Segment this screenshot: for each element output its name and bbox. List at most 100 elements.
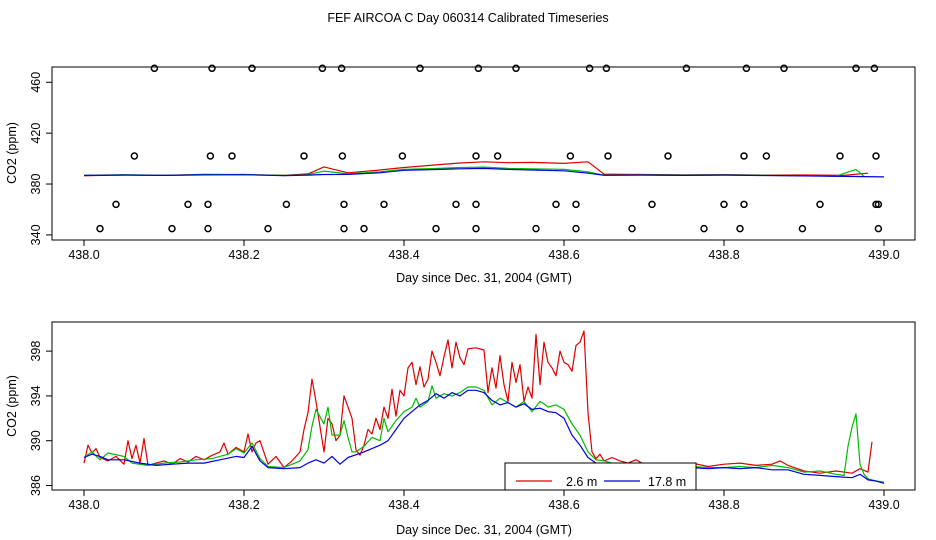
marker-point — [416, 64, 424, 73]
top-markers — [96, 64, 883, 233]
x-tick-label: 439.0 — [868, 498, 899, 512]
marker-point — [740, 152, 748, 160]
bottom-y-label: CO2 (ppm) — [5, 375, 19, 437]
marker-point — [585, 64, 594, 73]
marker-point — [204, 200, 212, 209]
marker-point — [604, 152, 612, 160]
y-tick-label: 398 — [29, 341, 43, 362]
marker-point — [340, 200, 348, 209]
marker-point — [762, 152, 771, 160]
bottom-x-axis: 438.0 438.2 438.4 438.6 438.8 439.0 — [68, 490, 900, 512]
marker-point — [206, 152, 215, 160]
marker-point — [874, 224, 883, 233]
top-y-label: CO2 (ppm) — [5, 122, 19, 184]
legend-box — [504, 462, 697, 491]
marker-point — [816, 200, 824, 209]
bottom-panel: 438.0 438.2 438.4 438.6 438.8 439.0 386 390 394… — [5, 321, 916, 537]
x-tick-label: 438.6 — [548, 248, 579, 262]
marker-point — [282, 200, 291, 209]
top-x-label: Day since Dec. 31, 2004 (GMT) — [396, 271, 572, 285]
y-tick-label: 460 — [29, 72, 43, 93]
x-tick-label: 438.4 — [388, 248, 419, 262]
series-line-2-6-m — [83, 330, 873, 474]
marker-point — [700, 224, 708, 233]
marker-point — [472, 152, 480, 160]
marker-point — [208, 64, 216, 73]
marker-point — [872, 200, 880, 209]
y-tick-label: 386 — [29, 475, 43, 496]
y-tick-label: 420 — [29, 123, 43, 144]
marker-point — [472, 224, 480, 233]
marker-point — [472, 200, 480, 209]
x-tick-label: 438.0 — [68, 498, 99, 512]
top-x-axis: 438.0 438.2 438.4 438.6 438.8 439.0 — [68, 240, 900, 262]
marker-point — [572, 224, 580, 233]
marker-point — [112, 200, 120, 209]
x-tick-label: 438.8 — [708, 248, 739, 262]
marker-point — [360, 224, 368, 233]
marker-point — [836, 152, 844, 160]
x-tick-label: 438.0 — [68, 248, 99, 262]
marker-point — [474, 64, 483, 73]
x-tick-label: 438.4 — [388, 498, 419, 512]
marker-point — [740, 200, 748, 209]
marker-point — [532, 224, 540, 233]
marker-point — [780, 64, 788, 73]
marker-point — [452, 200, 460, 209]
legend-label-2-6m: 2.6 m — [566, 475, 597, 489]
marker-point — [432, 224, 440, 233]
marker-point — [184, 200, 192, 209]
marker-point — [852, 64, 860, 73]
x-tick-label: 438.2 — [228, 498, 259, 512]
marker-point — [493, 152, 502, 160]
marker-point — [798, 224, 807, 233]
legend: 2.6 m 17.8 m — [504, 462, 697, 491]
marker-point — [228, 152, 236, 160]
marker-point — [512, 64, 520, 73]
marker-point — [572, 200, 580, 209]
marker-point — [628, 224, 636, 233]
series-line-17-8-m — [83, 389, 885, 484]
bottom-plot-frame — [51, 321, 916, 491]
marker-point — [340, 224, 348, 233]
marker-point — [742, 64, 751, 73]
y-tick-label: 394 — [29, 385, 43, 406]
marker-point — [337, 64, 346, 73]
y-tick-label: 340 — [29, 224, 43, 245]
marker-point — [664, 152, 672, 160]
marker-point — [648, 200, 656, 209]
y-tick-label: 390 — [29, 430, 43, 451]
marker-point — [150, 64, 159, 73]
top-y-axis: 340 380 420 460 — [29, 72, 52, 245]
x-tick-label: 438.8 — [708, 498, 739, 512]
y-tick-label: 380 — [29, 174, 43, 195]
marker-point — [874, 200, 883, 209]
marker-point — [398, 152, 407, 160]
marker-point — [248, 64, 256, 73]
top-plot-frame — [51, 66, 916, 241]
figure-title: FEF AIRCOA C Day 060314 Calibrated Times… — [327, 11, 608, 25]
marker-point — [204, 224, 212, 233]
top-panel: 438.0 438.2 438.4 438.6 438.8 439.0 340 380 420… — [5, 64, 916, 285]
marker-point — [338, 152, 347, 160]
x-tick-label: 438.2 — [228, 248, 259, 262]
marker-point — [552, 200, 560, 209]
marker-point — [682, 64, 691, 73]
marker-point — [380, 200, 388, 209]
marker-point — [96, 224, 104, 233]
marker-point — [602, 64, 611, 73]
marker-point — [168, 224, 176, 233]
top-lines — [83, 161, 885, 178]
marker-point — [736, 224, 744, 233]
marker-point — [130, 152, 139, 160]
marker-point — [264, 224, 272, 233]
marker-point — [318, 64, 327, 73]
marker-point — [720, 200, 728, 209]
series-line-green — [83, 385, 885, 483]
marker-point — [870, 64, 879, 73]
marker-point — [300, 152, 308, 160]
series-line-blue — [83, 167, 885, 178]
x-tick-label: 438.6 — [548, 498, 579, 512]
marker-point — [872, 152, 880, 160]
